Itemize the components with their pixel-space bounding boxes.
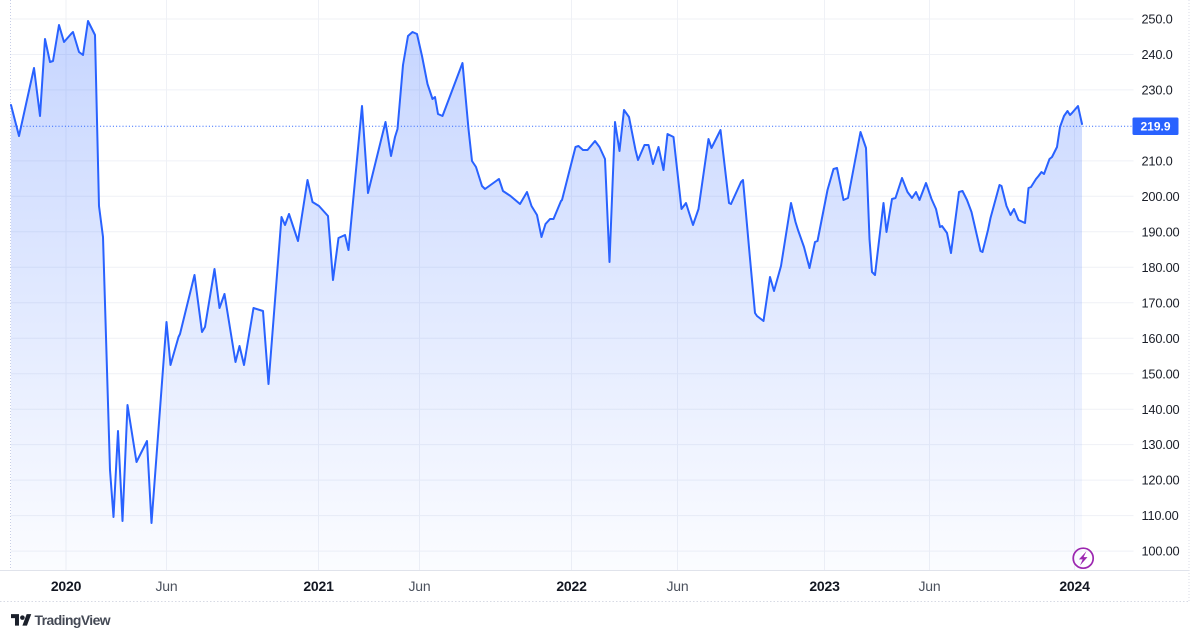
svg-text:Jun: Jun — [156, 578, 178, 594]
svg-text:2020: 2020 — [51, 578, 82, 594]
svg-text:230.0: 230.0 — [1142, 83, 1173, 98]
svg-text:2021: 2021 — [303, 578, 334, 594]
svg-text:Jun: Jun — [409, 578, 431, 594]
svg-text:170.00: 170.00 — [1142, 295, 1180, 310]
svg-text:140.00: 140.00 — [1142, 402, 1180, 417]
svg-text:240.0: 240.0 — [1142, 47, 1173, 62]
svg-text:120.00: 120.00 — [1142, 473, 1180, 488]
svg-text:190.00: 190.00 — [1142, 224, 1180, 239]
svg-text:2023: 2023 — [809, 578, 840, 594]
svg-text:Jun: Jun — [919, 578, 941, 594]
svg-text:130.00: 130.00 — [1142, 437, 1180, 452]
svg-text:250.0: 250.0 — [1142, 12, 1173, 27]
svg-text:110.00: 110.00 — [1142, 508, 1179, 523]
svg-text:Jun: Jun — [667, 578, 689, 594]
svg-text:219.9: 219.9 — [1140, 120, 1170, 134]
svg-text:TradingView: TradingView — [35, 612, 111, 628]
svg-text:100.00: 100.00 — [1142, 544, 1180, 559]
svg-text:160.00: 160.00 — [1142, 331, 1180, 346]
svg-text:2022: 2022 — [556, 578, 587, 594]
svg-text:180.00: 180.00 — [1142, 260, 1180, 275]
svg-text:210.0: 210.0 — [1142, 154, 1173, 169]
svg-text:2024: 2024 — [1059, 578, 1090, 594]
svg-text:150.00: 150.00 — [1142, 366, 1180, 381]
svg-text:200.00: 200.00 — [1142, 189, 1180, 204]
